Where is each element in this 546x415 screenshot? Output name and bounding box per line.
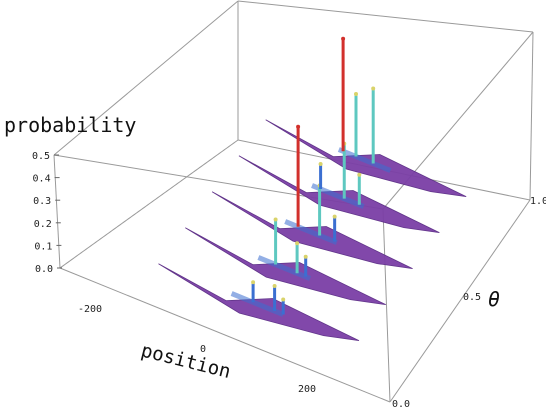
x-axis-title: position: [139, 340, 233, 383]
y-axis-ticks: 0.0 0.5 1.0: [392, 196, 546, 410]
bar-cap: [303, 254, 308, 259]
z-tick-label: 0.2: [34, 219, 52, 230]
sheet-fringe: [337, 147, 392, 173]
bar-cap: [281, 297, 286, 302]
bar-cap: [341, 36, 346, 41]
probability-bars: [251, 36, 376, 315]
z-tick-label: 0.3: [33, 196, 51, 207]
bar-cap: [273, 217, 278, 222]
sheet-fringe: [284, 219, 338, 245]
x-axis-ticks: -200 0 200: [78, 304, 316, 395]
bar-cap: [357, 172, 362, 177]
sheet-fringe: [257, 255, 311, 281]
y-tick-label: 0.5: [463, 292, 481, 303]
plot-box: [53, 0, 534, 403]
bar-cap: [318, 162, 323, 166]
z-tick-label: 0.0: [35, 264, 53, 275]
x-tick-label: -200: [78, 304, 102, 315]
y-axis-title: θ: [488, 287, 500, 311]
bar-cap: [332, 214, 337, 219]
y-tick-label: 1.0: [530, 196, 546, 207]
bar-cap: [354, 92, 358, 96]
x-tick-label: 0: [200, 344, 206, 355]
bar-cap: [371, 86, 376, 91]
z-tick-label: 0.4: [33, 174, 51, 185]
bar-cap: [272, 284, 277, 288]
bar-cap: [251, 280, 256, 285]
z-axis-ticks: 0.0 0.1 0.2 0.3 0.4 0.5: [32, 151, 62, 275]
z-tick-label: 0.1: [34, 241, 52, 252]
bar-cap: [296, 124, 301, 129]
x-tick-label: 200: [298, 384, 316, 395]
bar-cap: [295, 241, 300, 246]
y-tick-label: 0.0: [392, 399, 410, 410]
z-tick-label: 0.5: [32, 151, 50, 162]
z-axis-title: probability: [4, 113, 136, 137]
probability-sheets: [158, 119, 467, 342]
